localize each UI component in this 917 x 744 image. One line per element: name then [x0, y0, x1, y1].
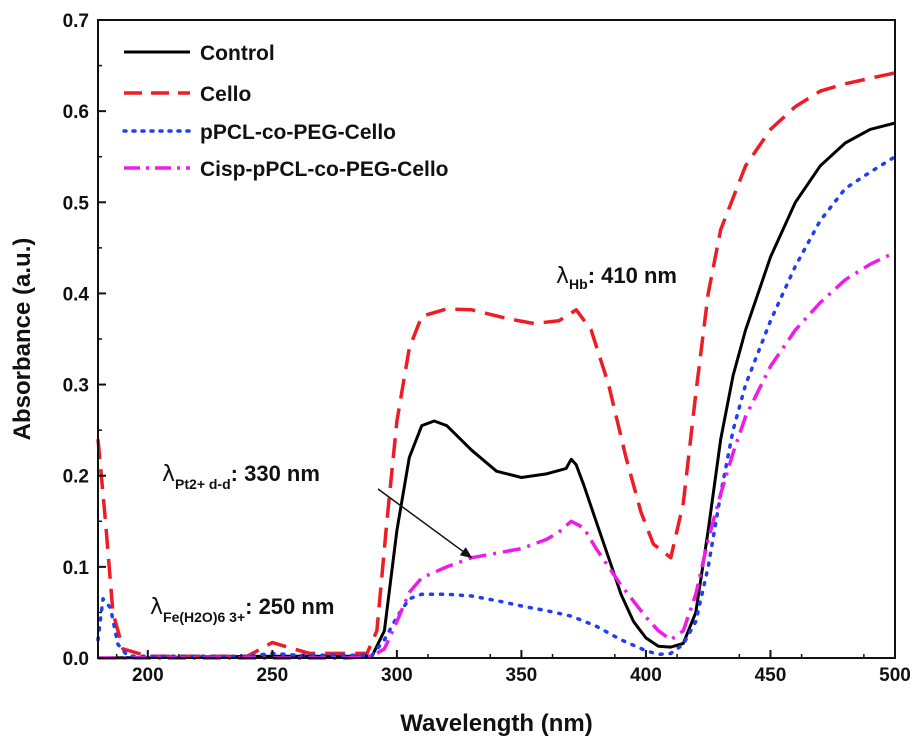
plot-frame [97, 19, 896, 659]
series-line-1 [96, 71, 896, 658]
x-tick-label: 450 [755, 665, 787, 686]
x-tick-label: 500 [879, 665, 911, 686]
x-tick-label: 250 [256, 665, 288, 686]
x-tick-label: 350 [506, 665, 538, 686]
y-tick-label: 0.1 [63, 558, 90, 579]
y-tick-label: 0.4 [63, 284, 90, 305]
x-tick-label: 300 [381, 665, 413, 686]
ticks-layer: 200 250 300 350 400 450 500 0.0 0.1 0.2 0.3 0.4 0.5 0… [63, 11, 911, 686]
x-tick-label: 200 [132, 665, 164, 686]
y-tick-label: 0.7 [63, 11, 89, 32]
y-tick-label: 0.5 [63, 193, 90, 214]
annotation-pt-arrow [377, 488, 473, 559]
x-tick-label: 400 [630, 665, 662, 686]
legend-label-control: Control [200, 42, 275, 65]
annotation-hb: λHb: 410 nm [556, 263, 677, 292]
y-tick-label: 0.0 [63, 649, 89, 670]
y-tick-label: 0.6 [63, 102, 89, 123]
annotation-pt-text: : 330 nm [231, 461, 320, 486]
y-axis-title: Absorbance (a.u.) [9, 238, 36, 441]
annotation-fe-symbol: λ [150, 595, 163, 620]
legend-label-cisp: Cisp-pPCL-co-PEG-Cello [200, 158, 449, 181]
annotation-pt-symbol: λ [162, 462, 175, 487]
annotation-pt: λPt2+ d-d: 330 nm [162, 461, 473, 559]
svg-text:λPt2+ d-d: 330 nm: λPt2+ d-d: 330 nm [162, 461, 320, 492]
annotation-fe: λFe(H2O)6 3+: 250 nm [150, 594, 334, 625]
y-tick-label: 0.2 [63, 467, 89, 488]
legend-label-cello: Cello [200, 83, 251, 106]
x-axis-title: Wavelength (nm) [400, 710, 592, 737]
legend: Control Cello pPCL-co-PEG-Cello Cisp-pPC… [122, 42, 449, 181]
annotation-fe-sub: Fe(H2O)6 3+ [163, 609, 245, 625]
y-tick-label: 0.3 [63, 376, 89, 397]
series-line-3 [98, 250, 896, 660]
annotation-fe-text: : 250 nm [245, 594, 334, 619]
annotation-hb-text: : 410 nm [588, 263, 677, 288]
series-line-2 [96, 154, 897, 658]
legend-label-ppcl: pPCL-co-PEG-Cello [200, 121, 396, 144]
svg-text:λFe(H2O)6 3+: 250 nm: λFe(H2O)6 3+: 250 nm [150, 594, 334, 625]
annotation-hb-sub: Hb [569, 276, 588, 292]
svg-text:λHb: 410 nm: λHb: 410 nm [556, 263, 677, 292]
annotation-hb-symbol: λ [556, 264, 569, 289]
annotation-pt-sub: Pt2+ d-d [175, 476, 231, 492]
series-layer [96, 71, 897, 660]
series-line-0 [97, 121, 896, 660]
